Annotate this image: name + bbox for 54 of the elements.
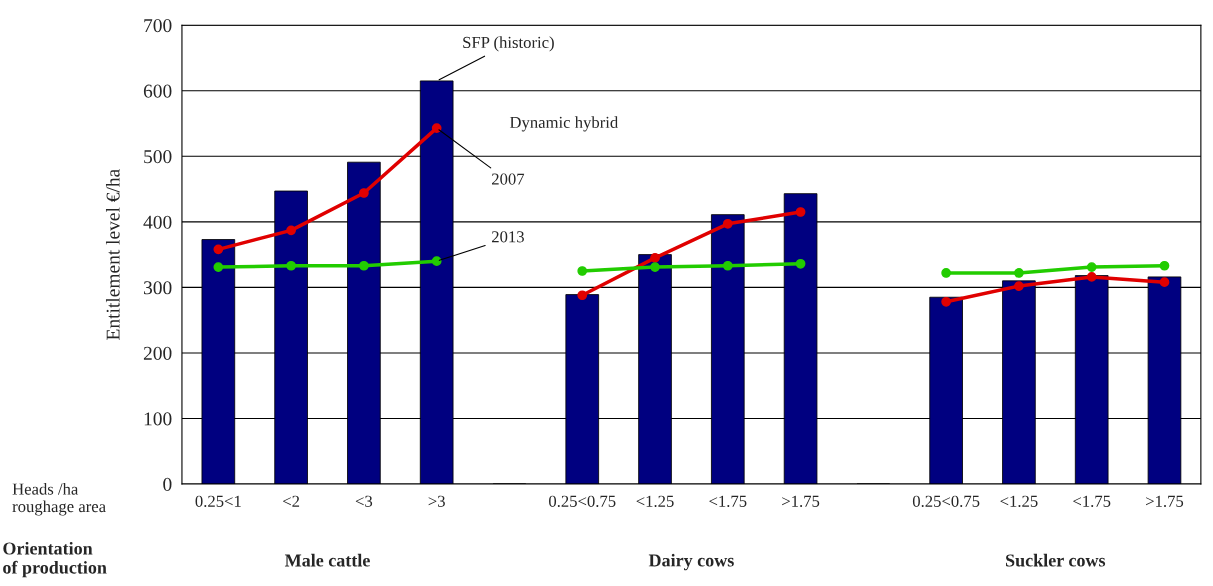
point	[359, 188, 369, 198]
text: Heads /ha roughage area	[12, 482, 106, 516]
point	[431, 256, 442, 267]
y-axis-title: Entitlement level €/ha	[105, 169, 120, 340]
y-tick-label: 600	[143, 84, 172, 98]
text: 2007	[492, 173, 525, 185]
y-tick-label: 100	[144, 412, 172, 426]
x-tick-label: >1.75	[1146, 495, 1184, 507]
x-tick-label: >1.75	[782, 495, 820, 507]
y-tick-label: 500	[144, 150, 172, 164]
point	[1159, 277, 1170, 288]
x-tick-label: <1.25	[1000, 495, 1038, 507]
y-tick-label: 400	[143, 215, 172, 229]
x-tick-label: 0.25<0.75	[912, 495, 980, 507]
point	[431, 123, 442, 133]
point	[941, 268, 952, 278]
text: Suckler cows	[1006, 553, 1106, 567]
x-tick-label: <2	[283, 495, 300, 507]
point	[650, 262, 660, 272]
point	[941, 296, 952, 307]
point	[1086, 262, 1097, 272]
y-tick-label: 300	[143, 281, 172, 295]
point	[1159, 260, 1170, 271]
text: Orientation of production	[3, 541, 107, 578]
x-tick-label: <1.25	[636, 495, 674, 507]
point	[213, 262, 224, 272]
point	[286, 260, 296, 271]
point	[1086, 272, 1097, 282]
point	[722, 260, 733, 271]
annotation: Dynamic hybrid	[509, 116, 619, 132]
text: Male cattle	[284, 553, 370, 567]
text: Dairy cows	[648, 553, 734, 571]
x-tick-label: >3	[428, 495, 445, 507]
point	[286, 225, 296, 236]
point	[795, 207, 806, 217]
x-tick-label: <1.75	[709, 495, 747, 507]
point	[359, 260, 369, 271]
series-label: SFP (historic)	[463, 36, 554, 52]
point	[577, 290, 588, 301]
point	[213, 244, 224, 255]
y-tick-label: 0	[163, 477, 172, 491]
x-tick-label: 0.25<0.75	[549, 495, 616, 507]
text: 2013	[492, 231, 524, 243]
point	[722, 218, 733, 229]
y-tick-label: 200	[143, 346, 172, 360]
x-tick-label: <3	[355, 495, 373, 507]
point	[1014, 268, 1024, 278]
y-tick-label: 700	[144, 19, 172, 33]
x-tick-label: <1.75	[1073, 495, 1111, 507]
point	[795, 258, 806, 269]
point	[650, 253, 660, 263]
point	[1014, 281, 1024, 291]
point	[577, 266, 588, 276]
x-tick-label: 0.25<1	[195, 495, 241, 507]
